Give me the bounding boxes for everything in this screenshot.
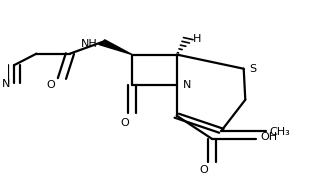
Polygon shape [99,40,132,55]
Text: H: H [193,34,202,44]
Text: CH₃: CH₃ [269,127,290,137]
Text: S: S [249,64,256,74]
Text: NH: NH [81,39,98,49]
Text: O: O [199,165,208,175]
Text: N: N [2,79,10,89]
Text: O: O [46,80,55,90]
Text: N: N [182,80,191,90]
Text: OH: OH [261,132,278,142]
Text: O: O [120,118,129,128]
